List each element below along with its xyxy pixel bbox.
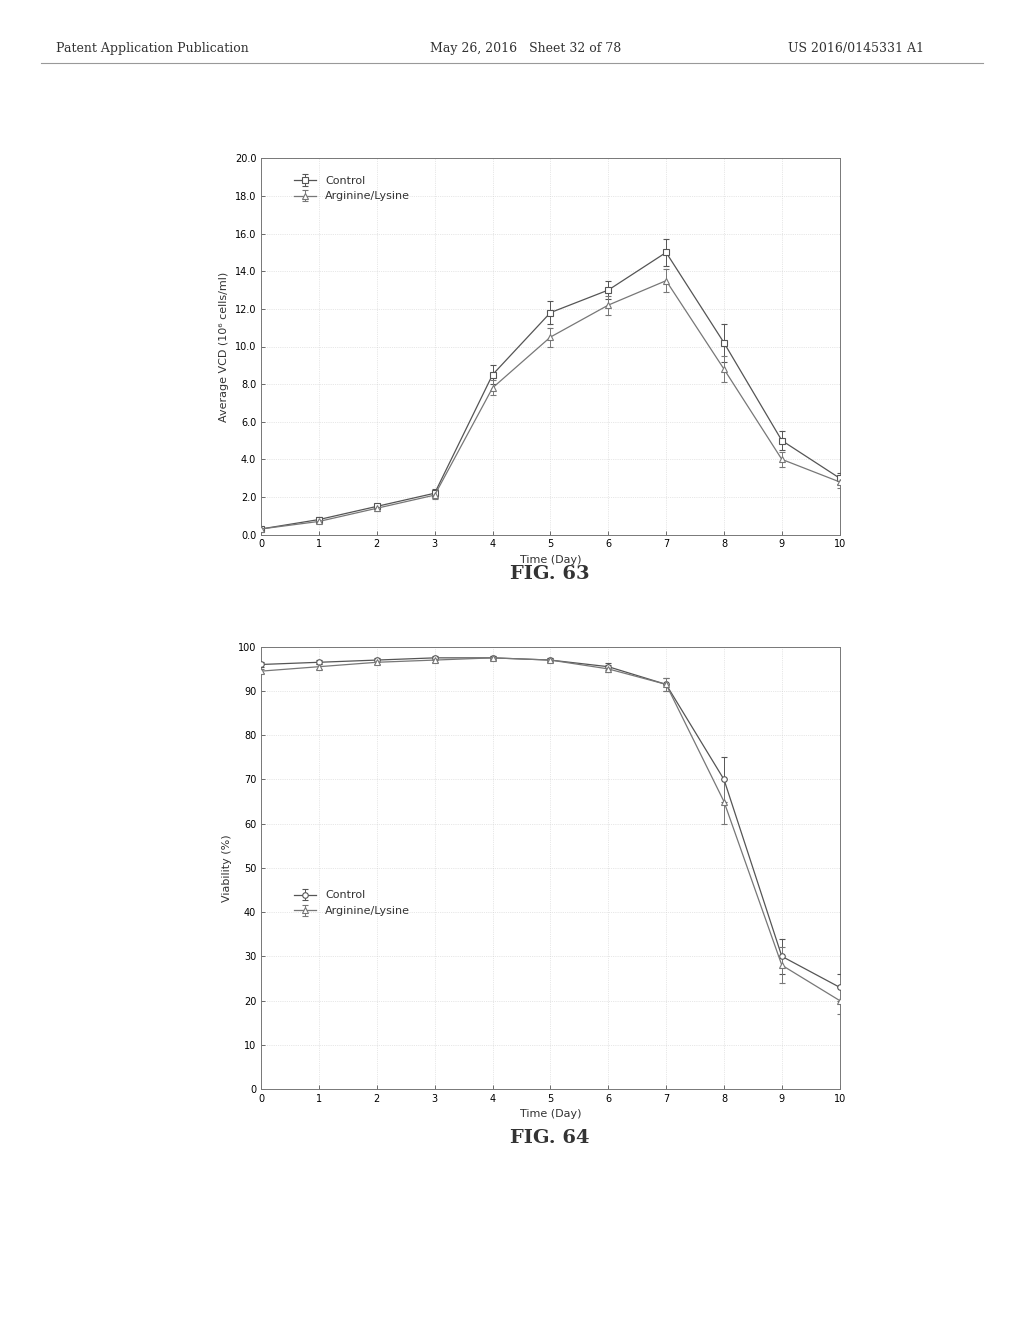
X-axis label: Time (Day): Time (Day) xyxy=(519,554,582,565)
Text: May 26, 2016   Sheet 32 of 78: May 26, 2016 Sheet 32 of 78 xyxy=(430,42,622,55)
Text: US 2016/0145331 A1: US 2016/0145331 A1 xyxy=(788,42,925,55)
Text: FIG. 63: FIG. 63 xyxy=(510,565,590,583)
Text: Patent Application Publication: Patent Application Publication xyxy=(56,42,249,55)
Text: FIG. 64: FIG. 64 xyxy=(510,1129,590,1147)
Legend: Control, Arginine/Lysine: Control, Arginine/Lysine xyxy=(290,886,415,920)
X-axis label: Time (Day): Time (Day) xyxy=(519,1109,582,1119)
Legend: Control, Arginine/Lysine: Control, Arginine/Lysine xyxy=(290,172,415,206)
Y-axis label: Average VCD (10⁶ cells/ml): Average VCD (10⁶ cells/ml) xyxy=(219,272,229,421)
Y-axis label: Viability (%): Viability (%) xyxy=(222,834,232,902)
